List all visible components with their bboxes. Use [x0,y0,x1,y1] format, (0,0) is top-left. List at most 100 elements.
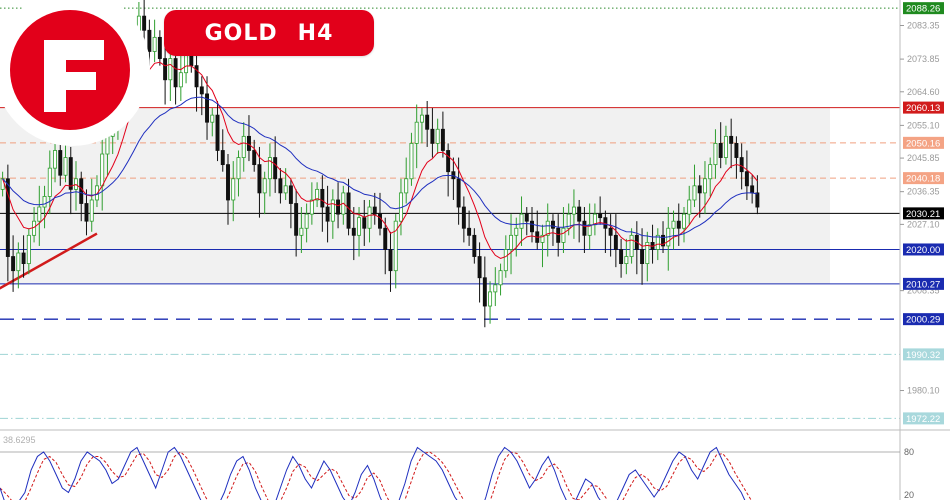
candle-bear [456,178,461,208]
candle-bear [734,143,739,158]
candle-bear [226,164,230,201]
candle-bull [26,234,31,265]
candle-bull [687,199,692,215]
level-badge-label: 2088.26 [906,4,940,15]
candle-bear [425,114,430,130]
candle-bear [598,213,603,219]
candle-bull [702,178,707,194]
candle-bear [446,150,451,173]
candle-bear [430,128,435,144]
brand-logo [0,0,150,160]
level-badge [903,136,944,149]
candle-bear [718,143,723,158]
candle-bull [74,178,78,190]
candle-bear [220,150,225,166]
level-badge-label: 2020.00 [906,245,940,256]
level-badges: 2088.26 2060.13 2050.16 2040.18 2030.21 2020.… [903,2,944,425]
candle-bear [461,206,466,229]
candle-bear [163,58,168,81]
level-badge [903,313,944,326]
candle-bull [488,291,493,307]
candle-bear [336,199,341,215]
candle-bull [32,220,37,236]
timeframe-label: H4 [297,20,334,46]
candle-bear [173,58,178,88]
candle-bull [241,135,246,158]
candle-bull [53,150,58,169]
candle-bear [5,178,10,257]
candle-bull [566,213,571,229]
brand-f-logo-icon [0,0,150,146]
candle-bear [472,234,477,257]
candle-bull [561,227,566,243]
candle-bull [330,199,335,222]
candle-bear [79,178,84,204]
candle-bear [556,227,561,243]
candle-bull [519,213,524,229]
candle-bull [498,270,503,286]
axis-tick-label: 2064.60 [907,87,940,97]
candle-bear [199,86,204,95]
level-badge-label: 2010.27 [906,279,940,290]
candle-bear [524,213,529,222]
candle-bear [729,135,734,144]
candle-bear [142,15,147,31]
candle-bull [299,227,304,236]
candle-bull [304,213,309,229]
symbol-label: GOLD [204,20,278,46]
axis-tick-label: 2036.35 [907,187,940,197]
candle-bull [309,199,314,215]
candle-bull [152,36,157,52]
candle-bull [404,178,409,194]
candle-bull [283,185,288,194]
level-badge-label: 2040.18 [906,174,940,185]
level-badge [903,101,944,114]
candle-bear [582,220,587,236]
oscillator-value-label: 38.6295 [3,435,36,445]
candle-bear [755,192,760,208]
candle-bear [257,164,262,194]
candle-bull [692,185,697,201]
candle-bear [530,220,534,233]
candle-bear [676,220,681,229]
level-badge [903,172,944,185]
candle-bull [210,114,215,123]
candle-bear [550,220,555,229]
axis-tick-label: 2083.35 [907,21,940,31]
candle-bear [744,171,749,187]
candle-bull [571,206,576,215]
candle-bull [655,234,660,250]
candle-bull [645,241,650,265]
candle-bull [315,188,320,201]
candle-bear [661,234,666,247]
axis-tick-label: 2055.10 [907,120,940,130]
candle-bull [671,220,676,229]
candle-bull [624,256,629,265]
level-badge [903,277,944,290]
candle-bear [21,252,26,265]
candle-bear [294,203,299,236]
axis-tick-label: 2008.35 [907,286,940,296]
candle-bear [362,217,367,229]
candle-bear [482,277,487,307]
candle-bull [393,220,398,272]
candle-bear [325,206,330,222]
candle-bear [739,157,744,173]
candle-bull [89,199,94,222]
candle-bull [713,143,718,166]
oscillator-main-line [0,446,746,500]
axis-tick-label: 1980.10 [907,386,940,396]
candle-bull [47,167,52,197]
candle-bear [84,203,89,222]
candle-bull [493,284,498,293]
candle-bull [414,121,419,144]
candle-bear [11,256,16,272]
candle-bear [697,185,702,194]
candle-bull [267,157,272,180]
candle-bull [723,135,728,158]
axis-tick-label: 2027.10 [907,219,940,229]
symbol-title-badge: GOLD H4 [164,10,374,56]
candle-bear [388,249,393,272]
level-badge-label: 2060.13 [906,103,940,114]
